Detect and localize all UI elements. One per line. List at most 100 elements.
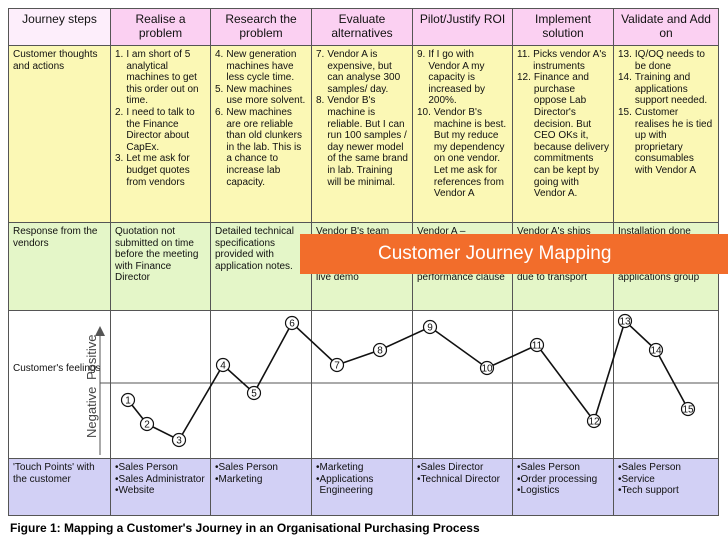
item-number: 11.	[517, 49, 531, 60]
touch-item: • Sales Director	[417, 462, 508, 474]
thought-item: 7. Vendor A is expensive, but can analyse…	[316, 49, 408, 95]
response-cell: Detailed technical specifications provid…	[210, 222, 312, 311]
touch-cell: • Sales Person • Sales Administrator • Websit…	[110, 458, 211, 516]
item-number: 15.	[618, 106, 632, 118]
bullet: •	[115, 473, 119, 485]
header-cell: Journey steps	[8, 8, 111, 46]
response-text: Vendor A –	[417, 226, 466, 237]
thought-cell: 11. Picks vendor A's instruments 12. Financ…	[512, 45, 614, 223]
item-text: New generation machines have less cycle …	[226, 49, 297, 84]
item-number: 10.	[417, 106, 431, 118]
bullet: •	[215, 462, 219, 473]
touch-item: • Sales Person	[618, 462, 714, 474]
thought-item: 4. New generation machines have less cycl…	[215, 49, 307, 84]
feelings-cell	[311, 310, 413, 459]
touch-text: Sales Person	[621, 462, 681, 473]
item-text: IQ/OQ needs to be done	[634, 49, 705, 72]
touch-text: Sales Person	[118, 462, 178, 473]
item-text: Let me ask for budget quotes from vendor…	[126, 153, 190, 188]
touch-text: Logistics	[520, 485, 560, 497]
item-text: Vendor B's machine is best. But my reduc…	[433, 106, 507, 200]
thought-cell: 13. IQ/OQ needs to be done 14. Training and…	[613, 45, 719, 223]
item-number: 6.	[215, 106, 224, 118]
response-text: Vendor B's team	[316, 226, 390, 237]
item-text: Finance and purchase oppose Lab Director…	[533, 72, 609, 200]
thought-cell: 9. If I go with Vendor A my capacity is i…	[412, 45, 513, 223]
thought-item: 9. If I go with Vendor A my capacity is i…	[417, 49, 508, 107]
thought-item: 11. Picks vendor A's instruments	[517, 49, 609, 72]
bullet: •	[618, 462, 622, 473]
header-cell: Implement solution	[512, 8, 614, 46]
header-cell: Pilot/Justify ROI	[412, 8, 513, 46]
touch-cell: • Sales Person • Service • Tech support	[613, 458, 719, 516]
header-cell: Realise a problem	[110, 8, 211, 46]
touch-text: Applications Engineering	[319, 473, 374, 497]
touch-item: • Applications Engineering	[316, 474, 408, 497]
item-text: I need to talk to the Finance Director a…	[126, 106, 195, 153]
touch-text: Website	[118, 485, 155, 497]
item-number: 13.	[618, 49, 632, 60]
touch-item: • Technical Director	[417, 474, 508, 486]
thought-item: 5. New machines use more solvent.	[215, 84, 307, 107]
touch-item: • Marketing	[316, 462, 408, 474]
touch-text: Sales Person	[520, 462, 580, 473]
thought-item: 13. IQ/OQ needs to be done	[618, 49, 714, 72]
item-text: Picks vendor A's instruments	[533, 49, 607, 72]
caption: Figure 1: Mapping a Customer's Journey i…	[10, 521, 480, 535]
bullet: •	[316, 462, 320, 473]
header-cell: Validate and Add on	[613, 8, 719, 46]
thought-item: 2. I need to talk to the Finance Director…	[115, 107, 206, 153]
header-cell: Evaluate alternatives	[311, 8, 413, 46]
touch-text: Sales Person	[218, 462, 278, 473]
thought-item: 1. I am short of 5 analytical machines to…	[115, 49, 206, 107]
item-number: 2.	[115, 106, 124, 118]
item-text: If I go with Vendor A my capacity is inc…	[428, 49, 486, 107]
touch-item: • Order processing	[517, 474, 609, 486]
item-number: 12.	[517, 72, 531, 84]
item-text: I am short of 5 analytical machines to g…	[126, 49, 199, 107]
bullet: •	[517, 462, 521, 473]
touch-item: • Service	[618, 474, 714, 486]
touch-text: Service	[621, 473, 655, 485]
thought-item: 10. Vendor B's machine is best. But my re…	[417, 107, 508, 200]
feelings-cell	[512, 310, 614, 459]
thought-item: 15. Customer realises he is tied up with …	[618, 107, 714, 177]
thought-cell: 7. Vendor A is expensive, but can analyse…	[311, 45, 413, 223]
thought-item: 6. New machines are ore reliable than old…	[215, 107, 307, 188]
item-number: 9.	[417, 49, 426, 60]
bullet: •	[316, 473, 320, 485]
touch-cell: • Sales Director • Technical Director	[412, 458, 513, 516]
thought-item: 3. Let me ask for budget quotes from vend…	[115, 153, 206, 188]
bullet: •	[517, 485, 521, 497]
bullet: •	[517, 473, 521, 485]
item-number: 3.	[115, 153, 124, 165]
bullet: •	[417, 462, 421, 473]
item-number: 14.	[618, 72, 632, 84]
touch-text: Sales Administrator	[118, 473, 205, 485]
row-label: Customer's feelings	[8, 310, 111, 459]
touch-text: Marketing	[319, 462, 364, 473]
touch-item: • Sales Person	[215, 462, 307, 474]
feelings-cell	[613, 310, 719, 459]
thought-item: 14. Training and applications support nee…	[618, 72, 714, 107]
touch-item: • Logistics	[517, 485, 609, 497]
item-text: Training and applications support needed…	[634, 72, 708, 107]
touch-item: • Sales Person	[115, 462, 206, 474]
touch-text: Technical Director	[420, 473, 500, 485]
response-text: Quotation not submitted on time before t…	[115, 226, 199, 284]
item-text: Vendor B's machine is reliable. But I ca…	[327, 95, 408, 188]
response-text: Vendor A's ships	[517, 226, 591, 237]
feelings-cell	[412, 310, 513, 459]
thought-item: 12. Finance and purchase oppose Lab Direc…	[517, 72, 609, 200]
bullet: •	[618, 473, 622, 485]
row-label: Customer thoughts and actions	[8, 45, 111, 223]
header-cell: Research the problem	[210, 8, 312, 46]
bullet: •	[215, 473, 219, 485]
touch-text: Tech support	[621, 485, 679, 497]
row-label: 'Touch Points' with the customer	[8, 458, 111, 516]
item-number: 5.	[215, 83, 224, 95]
item-text: New machines use more solvent.	[226, 83, 306, 107]
row-label: Response from the vendors	[8, 222, 111, 311]
touch-cell: • Sales Person • Marketing	[210, 458, 312, 516]
